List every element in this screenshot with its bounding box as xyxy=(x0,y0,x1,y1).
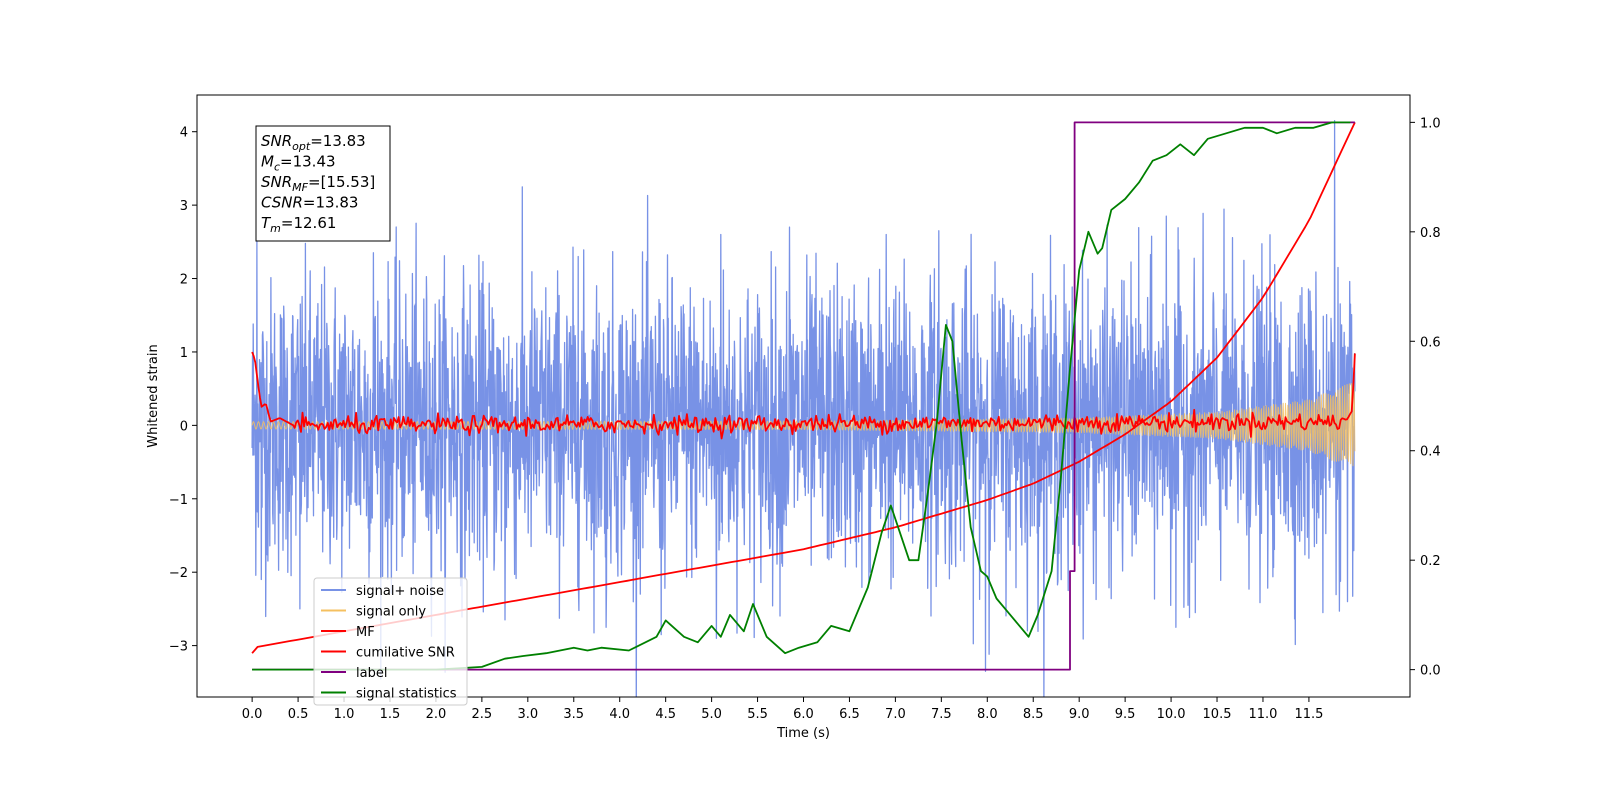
y-axis-ticks: −3 −2 −1 0 1 2 3 4 xyxy=(169,126,197,655)
y2-axis-ticks: 0.0 0.2 0.4 0.6 0.8 1.0 xyxy=(1410,116,1441,679)
x-tick-label: 10.0 xyxy=(1157,707,1186,722)
y-tick-label: −2 xyxy=(169,566,188,581)
x-tick-label: 10.5 xyxy=(1203,707,1232,722)
x-tick-label: 4.5 xyxy=(655,707,676,722)
y-tick-label: −3 xyxy=(169,640,188,655)
legend-item: signal statistics xyxy=(321,687,457,702)
y-tick-label: −1 xyxy=(169,493,188,508)
y-tick-label: 0 xyxy=(180,419,188,434)
legend-label: MF xyxy=(356,625,375,640)
y-tick-label: 1 xyxy=(180,346,188,361)
legend-label: label xyxy=(356,666,387,681)
x-axis-title: Time (s) xyxy=(776,726,830,741)
series-line-mf xyxy=(251,351,1356,440)
stats-line: Tm=12.61 xyxy=(261,214,336,235)
x-tick-label: 5.5 xyxy=(747,707,768,722)
x-tick-label: 7.0 xyxy=(885,707,906,722)
x-tick-label: 4.0 xyxy=(609,707,630,722)
legend-label: signal only xyxy=(356,605,426,620)
series-line-label xyxy=(252,121,1355,671)
x-tick-label: 1.0 xyxy=(334,707,355,722)
y2-tick-label: 0.4 xyxy=(1420,445,1441,460)
legend-label: cumilative SNR xyxy=(356,646,455,661)
legend-label: signal+ noise xyxy=(356,584,444,599)
series-line-signal-statistics xyxy=(252,121,1351,671)
legend-label: signal statistics xyxy=(356,687,457,702)
stats-line: CSNR=13.83 xyxy=(261,194,358,212)
x-tick-label: 8.0 xyxy=(977,707,998,722)
y2-tick-label: 0.0 xyxy=(1420,664,1441,679)
stats-line: SNRopt=13.83 xyxy=(261,132,366,153)
y-tick-label: 4 xyxy=(180,126,188,141)
x-tick-label: 2.5 xyxy=(472,707,493,722)
x-tick-label: 9.5 xyxy=(1115,707,1136,722)
x-tick-label: 9.0 xyxy=(1069,707,1090,722)
x-tick-label: 3.0 xyxy=(517,707,538,722)
stats-annotation-box: SNRopt=13.83Mc=13.43SNRMF=[15.53]CSNR=13… xyxy=(255,125,391,242)
x-tick-label: 2.0 xyxy=(426,707,447,722)
x-axis-ticks: 0.0 0.5 1.0 1.5 2.0 2.5 3.0 3.5 4.0 4.5 5.0 5.5 6.0 6… xyxy=(242,697,1323,722)
stats-line: SNRMF=[15.53] xyxy=(261,173,375,194)
x-tick-label: 7.5 xyxy=(931,707,952,722)
legend: signal+ noise signal only MF cumilative SNR… xyxy=(313,577,468,706)
x-tick-label: 0.0 xyxy=(242,707,263,722)
legend-item: label xyxy=(321,666,387,681)
legend-item: cumilative SNR xyxy=(321,646,455,661)
x-tick-label: 6.0 xyxy=(793,707,814,722)
y2-tick-label: 0.8 xyxy=(1420,226,1441,241)
legend-item: signal+ noise xyxy=(321,584,444,599)
x-tick-label: 5.0 xyxy=(701,707,722,722)
y2-tick-label: 0.6 xyxy=(1420,335,1441,350)
legend-item: MF xyxy=(321,625,375,640)
stats-line: Mc=13.43 xyxy=(261,153,336,174)
x-tick-label: 8.5 xyxy=(1023,707,1044,722)
y2-tick-label: 0.2 xyxy=(1420,554,1441,569)
y-axis-title: Whitened strain xyxy=(146,344,161,447)
legend-item: signal only xyxy=(321,605,426,620)
x-tick-label: 1.5 xyxy=(380,707,401,722)
x-tick-label: 11.0 xyxy=(1248,707,1277,722)
y-tick-label: 2 xyxy=(180,273,188,288)
x-tick-label: 3.5 xyxy=(563,707,584,722)
x-tick-label: 6.5 xyxy=(839,707,860,722)
x-tick-label: 0.5 xyxy=(288,707,309,722)
stats-box-frame xyxy=(255,125,391,242)
x-tick-label: 11.5 xyxy=(1294,707,1323,722)
y2-tick-label: 1.0 xyxy=(1420,116,1441,131)
legend-frame xyxy=(313,577,468,706)
y-tick-label: 3 xyxy=(180,199,188,214)
